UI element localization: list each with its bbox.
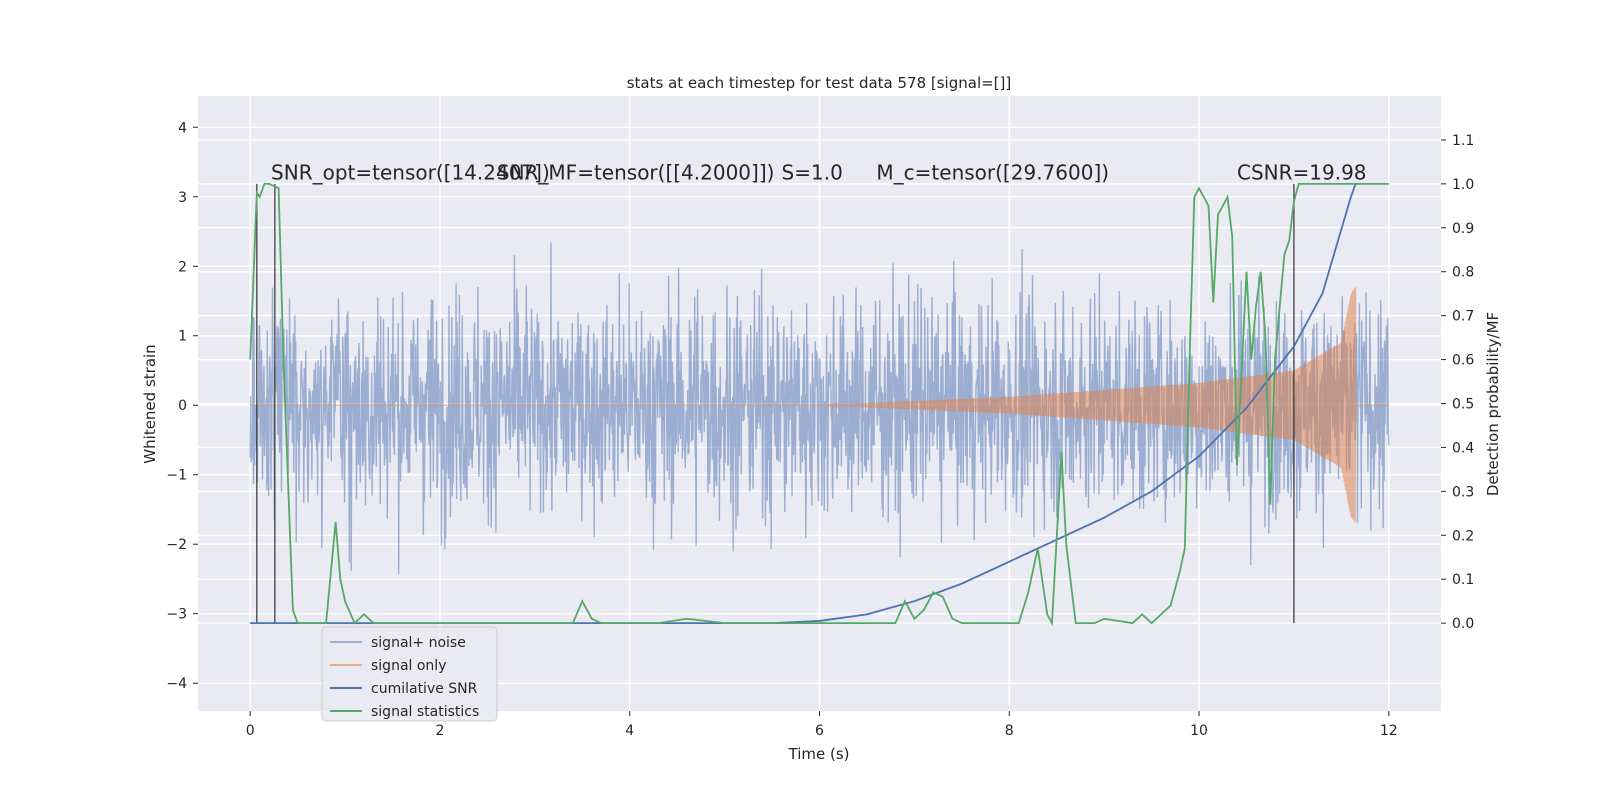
y-tick-label: −3 (166, 607, 187, 623)
y-tick-label: 0 (178, 398, 187, 414)
x-axis-label: Time (s) (788, 745, 850, 763)
x-tick-label: 8 (1005, 723, 1014, 739)
y2-axis-label: Detection probability/MF (1484, 312, 1502, 496)
y2-tick-label: 0.8 (1452, 265, 1474, 281)
x-tick-label: 4 (625, 723, 634, 739)
x-tick-label: 12 (1380, 723, 1398, 739)
legend-label: signal+ noise (371, 635, 466, 651)
annotation-text: M_c=tensor([29.7600]) (876, 160, 1109, 184)
signal-statistics-line (249, 182, 1389, 627)
y2-tick-label: 0.3 (1452, 484, 1474, 500)
chart-title: stats at each timestep for test data 578… (627, 74, 1012, 92)
y2-tick-label: 0.0 (1452, 616, 1474, 632)
y2-tick-label: 0.6 (1452, 353, 1474, 369)
annotation-text: SNR_opt=tensor([14.2407]) (271, 160, 550, 184)
y2-tick-label: 1.1 (1452, 133, 1474, 149)
y-tick-label: 3 (178, 190, 187, 206)
series-signal-only (250, 287, 1389, 523)
x-axis-ticks: 0 2 4 6 8 10 12 (246, 711, 1398, 739)
y2-tick-label: 0.4 (1452, 440, 1474, 456)
y2-tick-label: 0.9 (1452, 221, 1474, 237)
y-tick-label: 1 (178, 329, 187, 345)
vertical-markers (256, 183, 1295, 624)
series-cumulative-snr (250, 183, 1357, 625)
x-tick-label: 10 (1190, 723, 1208, 739)
x-tick-label: 0 (246, 723, 255, 739)
annotations: SNR_opt=tensor([14.2407])SNR_MF=tensor([… (271, 160, 1366, 184)
legend-label: cumilative SNR (371, 681, 478, 697)
noise-trace (249, 242, 1390, 574)
y-axis-ticks: −4 −3 −2 −1 0 1 2 3 4 (166, 120, 198, 692)
annotation-text: S=1.0 (782, 160, 843, 184)
y2-tick-label: 0.7 (1452, 309, 1474, 325)
y2-tick-label: 0.1 (1452, 572, 1474, 588)
series-signal-plus-noise (249, 242, 1390, 574)
y-tick-label: −2 (166, 537, 187, 553)
y2-tick-label: 0.5 (1452, 397, 1474, 413)
annotation-text: SNR_MF=tensor([[4.2000]]) (497, 160, 775, 184)
annotation-text: CSNR=19.98 (1237, 160, 1367, 184)
x-tick-label: 2 (435, 723, 444, 739)
y-axis-label: Whitened strain (141, 344, 159, 463)
y-tick-label: −1 (166, 468, 187, 484)
cumulative-snr-line (250, 183, 1357, 625)
y-tick-label: 2 (178, 259, 187, 275)
legend: signal+ noise signal only cumilative SNR si… (321, 626, 498, 722)
legend-label: signal only (371, 658, 446, 674)
series-signal-statistics (249, 182, 1389, 627)
y2-tick-label: 0.2 (1452, 528, 1474, 544)
x-tick-label: 6 (815, 723, 824, 739)
y2-tick-label: 1.0 (1452, 177, 1474, 193)
y-tick-label: 4 (178, 120, 187, 136)
legend-label: signal statistics (371, 704, 479, 720)
y-tick-label: −4 (166, 676, 187, 692)
y2-axis-ticks: 0.0 0.1 0.2 0.3 0.4 0.5 0.6 0.7 0.8 0.9 1.0 1.1 (1441, 133, 1474, 632)
signal-trace (250, 287, 1389, 523)
legend-box (321, 626, 498, 722)
